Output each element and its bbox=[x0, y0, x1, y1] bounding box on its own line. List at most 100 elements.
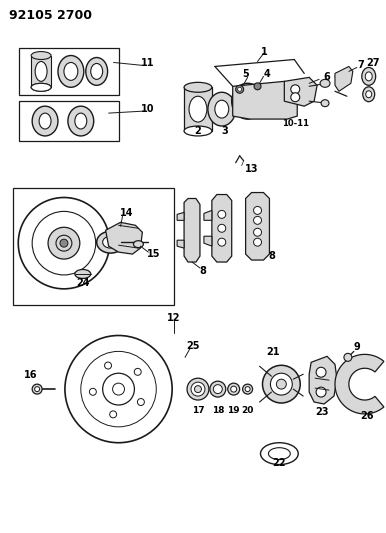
Ellipse shape bbox=[75, 270, 91, 278]
Ellipse shape bbox=[231, 386, 237, 392]
Text: 18: 18 bbox=[212, 407, 224, 415]
Ellipse shape bbox=[39, 113, 51, 129]
Ellipse shape bbox=[257, 83, 285, 115]
Polygon shape bbox=[245, 192, 269, 260]
Text: 8: 8 bbox=[268, 251, 275, 261]
Ellipse shape bbox=[210, 381, 226, 397]
Ellipse shape bbox=[31, 52, 51, 60]
Ellipse shape bbox=[362, 68, 376, 85]
Text: 24: 24 bbox=[76, 278, 90, 288]
Polygon shape bbox=[212, 195, 232, 262]
Circle shape bbox=[65, 335, 172, 443]
Polygon shape bbox=[177, 212, 184, 220]
Circle shape bbox=[254, 238, 261, 246]
Circle shape bbox=[18, 198, 110, 289]
Circle shape bbox=[60, 239, 68, 247]
Polygon shape bbox=[31, 55, 51, 87]
Ellipse shape bbox=[31, 83, 51, 91]
Ellipse shape bbox=[68, 106, 94, 136]
Ellipse shape bbox=[262, 365, 300, 403]
Circle shape bbox=[254, 206, 261, 214]
Text: 10-11: 10-11 bbox=[282, 118, 309, 127]
Ellipse shape bbox=[240, 91, 256, 111]
Ellipse shape bbox=[86, 58, 108, 85]
Ellipse shape bbox=[31, 83, 51, 91]
Text: 17: 17 bbox=[192, 407, 204, 415]
Ellipse shape bbox=[271, 373, 292, 395]
Ellipse shape bbox=[195, 386, 201, 393]
Text: 21: 21 bbox=[267, 348, 280, 358]
Circle shape bbox=[48, 227, 80, 259]
Text: 1: 1 bbox=[261, 46, 268, 56]
Circle shape bbox=[316, 387, 326, 397]
Ellipse shape bbox=[238, 87, 242, 91]
Circle shape bbox=[56, 235, 72, 251]
Ellipse shape bbox=[268, 448, 290, 459]
Text: 27: 27 bbox=[366, 59, 379, 68]
Text: 26: 26 bbox=[360, 411, 374, 421]
Circle shape bbox=[254, 216, 261, 224]
Ellipse shape bbox=[291, 93, 300, 102]
Ellipse shape bbox=[264, 90, 278, 108]
Text: 25: 25 bbox=[186, 342, 200, 351]
Polygon shape bbox=[309, 357, 337, 404]
Ellipse shape bbox=[236, 85, 244, 93]
Polygon shape bbox=[204, 211, 212, 220]
Text: 22: 22 bbox=[273, 457, 286, 467]
Ellipse shape bbox=[189, 96, 207, 122]
Ellipse shape bbox=[215, 100, 229, 118]
Text: 9: 9 bbox=[354, 342, 360, 352]
Ellipse shape bbox=[35, 61, 47, 82]
Circle shape bbox=[113, 383, 125, 395]
Circle shape bbox=[218, 211, 226, 219]
Ellipse shape bbox=[208, 92, 236, 126]
Circle shape bbox=[218, 238, 226, 246]
Text: 6: 6 bbox=[323, 72, 330, 83]
Ellipse shape bbox=[32, 106, 58, 136]
Polygon shape bbox=[335, 354, 384, 414]
Polygon shape bbox=[204, 236, 212, 246]
Polygon shape bbox=[177, 240, 184, 248]
Polygon shape bbox=[184, 87, 212, 131]
Ellipse shape bbox=[276, 379, 286, 389]
Ellipse shape bbox=[232, 83, 264, 119]
Ellipse shape bbox=[365, 72, 372, 81]
Polygon shape bbox=[106, 222, 142, 254]
Ellipse shape bbox=[245, 386, 250, 392]
Ellipse shape bbox=[91, 63, 103, 79]
Bar bbox=[19, 101, 119, 141]
Text: 5: 5 bbox=[242, 69, 249, 79]
Circle shape bbox=[254, 228, 261, 236]
Ellipse shape bbox=[134, 241, 143, 248]
Ellipse shape bbox=[366, 91, 372, 98]
Polygon shape bbox=[335, 67, 353, 91]
Ellipse shape bbox=[35, 386, 40, 392]
Circle shape bbox=[344, 353, 352, 361]
Circle shape bbox=[137, 399, 144, 406]
Text: 11: 11 bbox=[141, 59, 154, 68]
Circle shape bbox=[134, 368, 141, 375]
Text: 19: 19 bbox=[227, 407, 240, 415]
Ellipse shape bbox=[75, 113, 87, 129]
Polygon shape bbox=[184, 198, 200, 262]
Text: 15: 15 bbox=[147, 249, 160, 259]
Ellipse shape bbox=[320, 79, 330, 87]
Text: 20: 20 bbox=[241, 407, 254, 415]
Bar bbox=[19, 47, 119, 95]
Text: 4: 4 bbox=[264, 69, 271, 79]
Ellipse shape bbox=[184, 126, 212, 136]
Text: 8: 8 bbox=[200, 266, 207, 276]
Ellipse shape bbox=[254, 83, 261, 90]
Circle shape bbox=[218, 224, 226, 232]
Ellipse shape bbox=[261, 443, 298, 465]
Text: 12: 12 bbox=[168, 313, 181, 322]
Text: 2: 2 bbox=[195, 126, 201, 136]
Ellipse shape bbox=[58, 55, 84, 87]
Circle shape bbox=[103, 373, 134, 405]
Ellipse shape bbox=[363, 87, 375, 102]
Text: 14: 14 bbox=[120, 208, 133, 219]
Text: 23: 23 bbox=[315, 407, 329, 417]
Ellipse shape bbox=[213, 385, 222, 393]
Polygon shape bbox=[233, 82, 297, 119]
Ellipse shape bbox=[32, 384, 42, 394]
